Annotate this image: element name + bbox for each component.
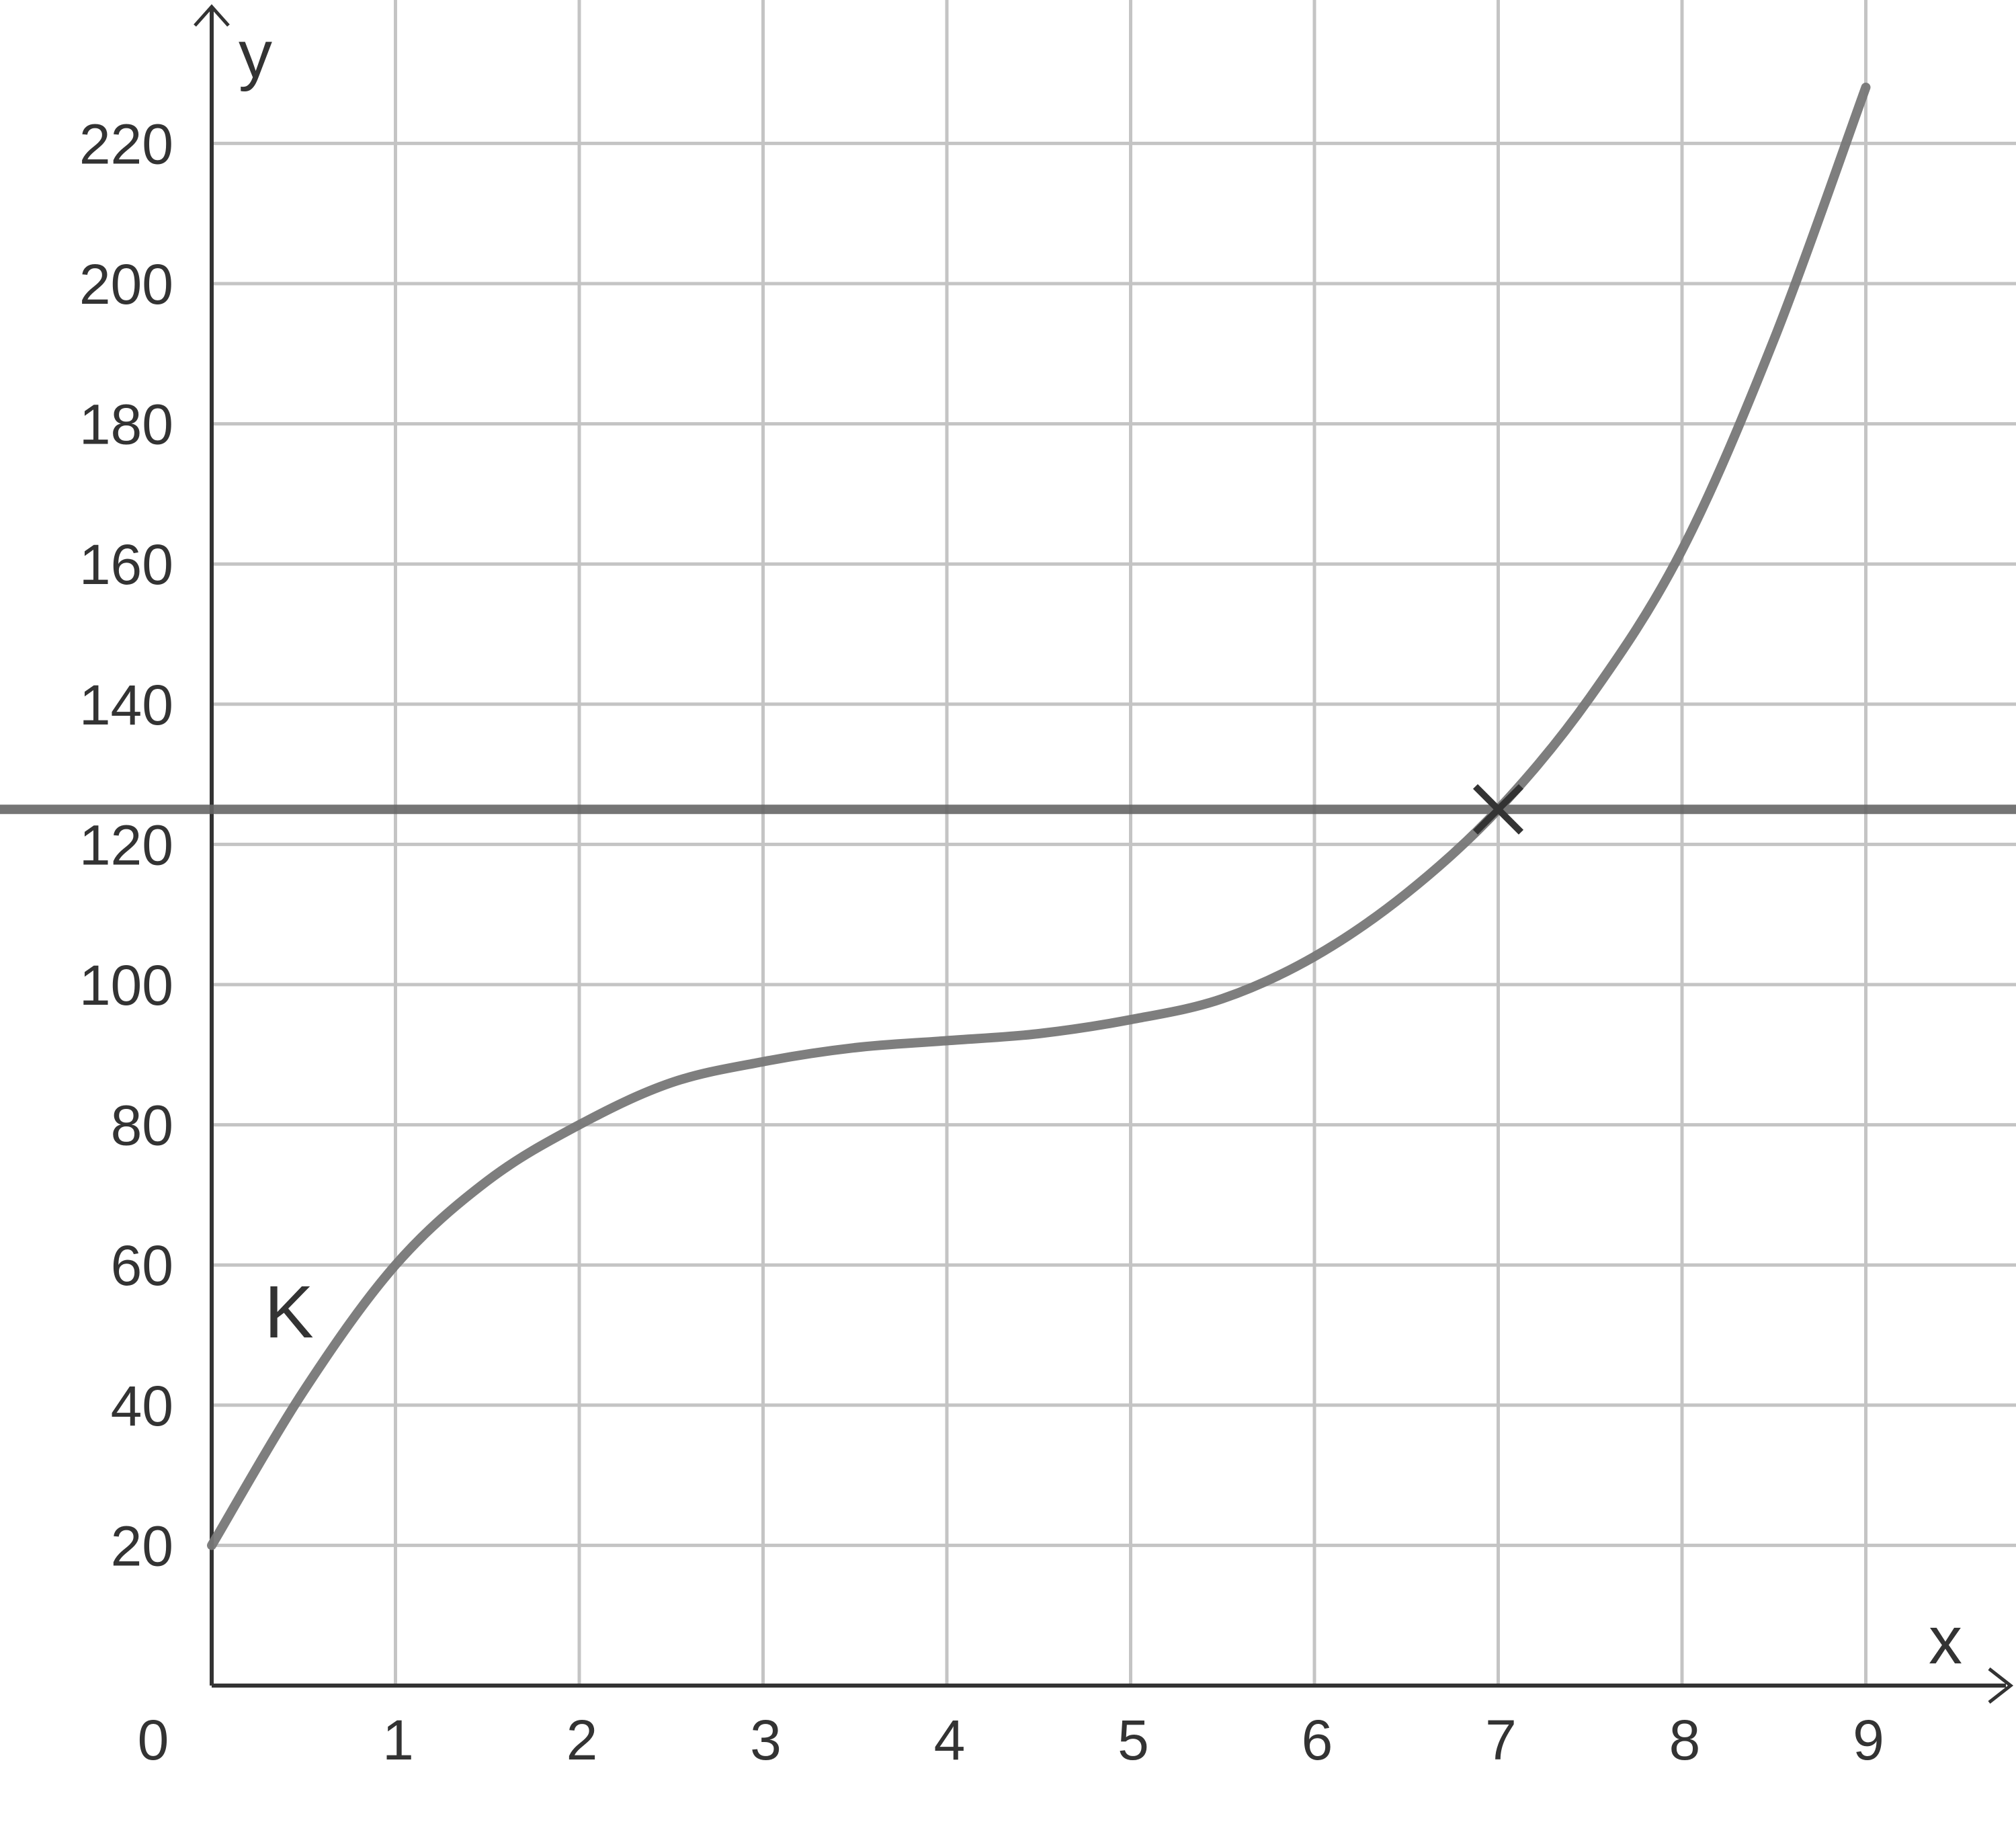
origin-label: 0 (138, 1708, 169, 1772)
y-axis-title: y (239, 17, 272, 92)
x-tick-label: 8 (1669, 1708, 1701, 1772)
x-tick-label: 1 (382, 1708, 414, 1772)
y-tick-label: 100 (79, 954, 173, 1017)
y-axis-arrow (194, 4, 230, 27)
x-axis-title: x (1929, 1603, 1962, 1678)
x-axis-arrow (1988, 1667, 2014, 1704)
y-tick-label: 140 (79, 673, 173, 737)
y-tick-label: 80 (111, 1094, 173, 1157)
y-tick-label: 180 (79, 393, 173, 456)
intersection-marker-stroke (1472, 784, 1524, 835)
y-tick-label: 200 (79, 253, 173, 316)
x-tick-label: 6 (1302, 1708, 1333, 1772)
x-tick-label: 7 (1485, 1708, 1517, 1772)
x-tick-label: 3 (750, 1708, 782, 1772)
y-tick-label: 60 (111, 1234, 173, 1297)
x-tick-label: 2 (566, 1708, 598, 1772)
series-label-k: K (264, 1271, 313, 1354)
grid (212, 0, 2016, 1686)
y-tick-label: 20 (111, 1514, 173, 1577)
curve-k (207, 82, 1871, 1550)
x-tick-label: 4 (934, 1708, 966, 1772)
plot-area (0, 82, 2016, 1550)
x-tick-label: 9 (1853, 1708, 1884, 1772)
y-tick-label: 220 (79, 112, 173, 175)
x-tick-label: 5 (1118, 1708, 1149, 1772)
labels: x y 0 K 1 2 3 4 5 6 7 8 9 20 40 60 80 100 120 140 160 180… (79, 17, 1962, 1772)
y-tick-label: 160 (79, 533, 173, 596)
axes (194, 4, 2014, 1704)
y-tick-label: 40 (111, 1374, 173, 1438)
y-tick-label: 120 (79, 813, 173, 876)
